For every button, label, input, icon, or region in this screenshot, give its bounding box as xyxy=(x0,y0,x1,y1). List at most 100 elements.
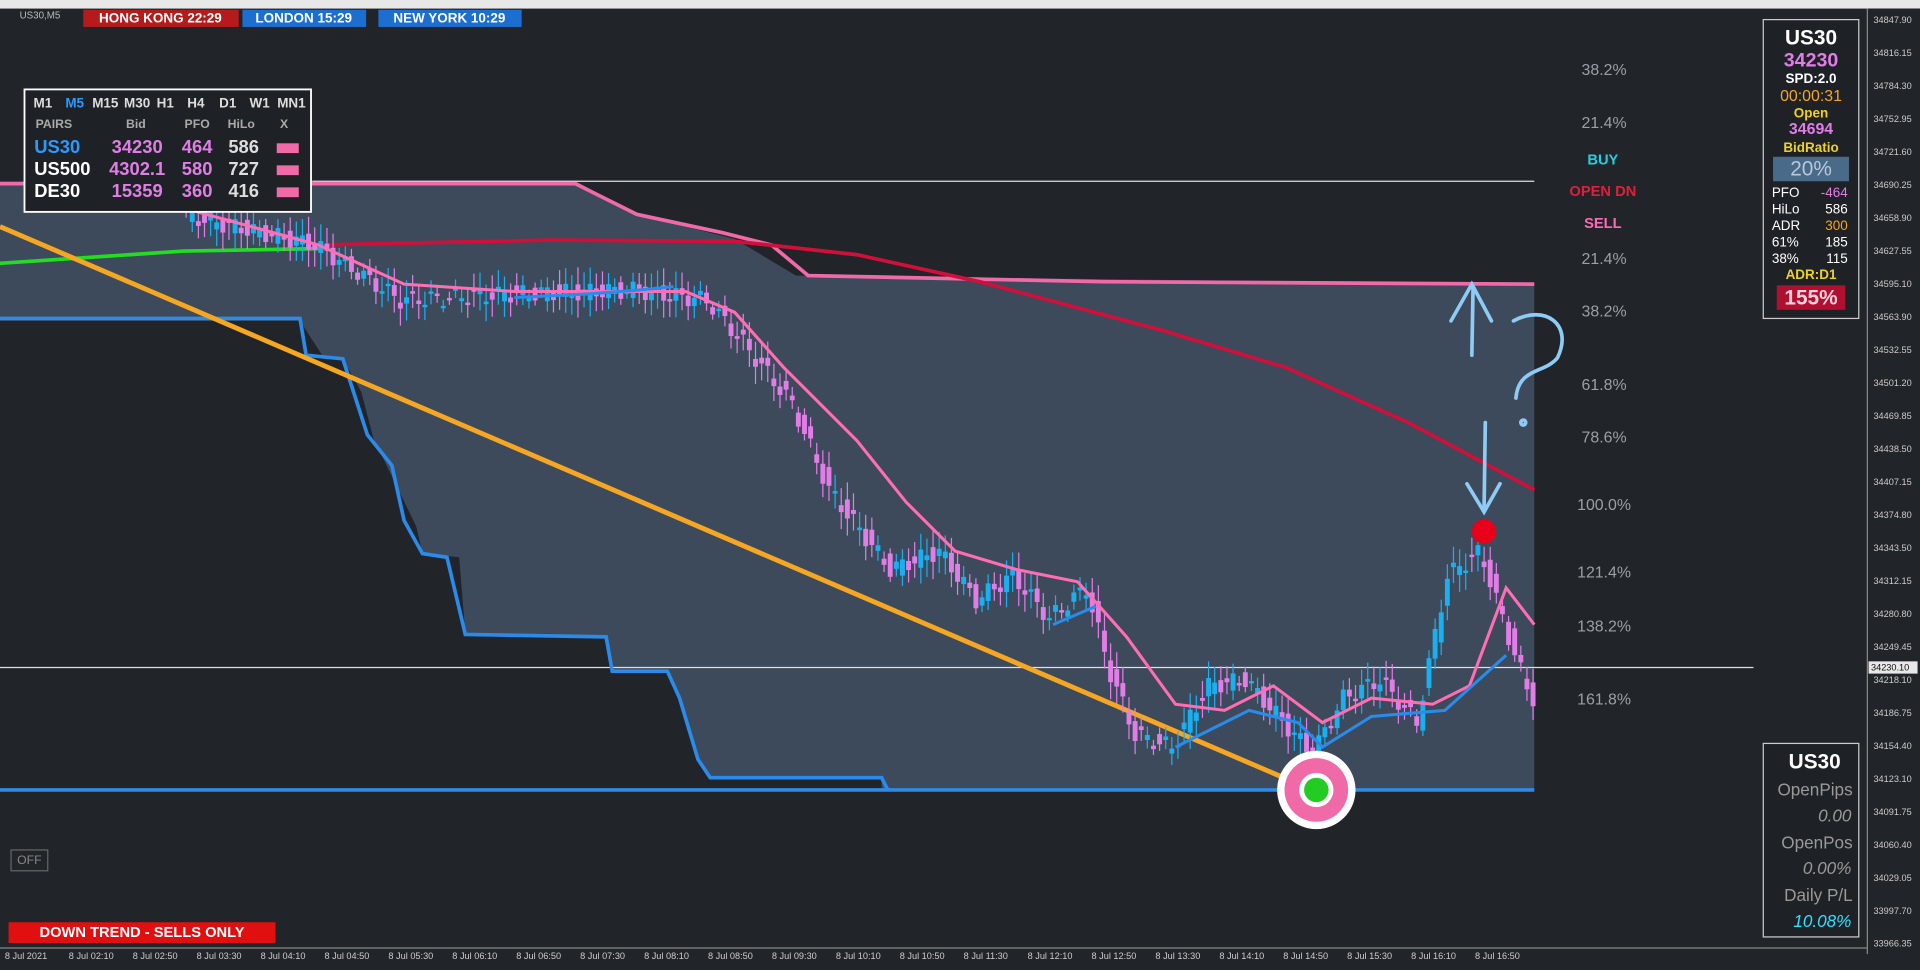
price-axis-label: 34469.85 xyxy=(1873,411,1911,421)
session-bg xyxy=(378,9,522,27)
timeframe-button[interactable]: W1 xyxy=(249,96,270,111)
close-button[interactable] xyxy=(276,143,299,154)
close-button[interactable] xyxy=(276,187,299,198)
price-axis-label: 34407.15 xyxy=(1873,477,1911,487)
candle-body xyxy=(728,323,734,337)
bid-ratio-bg xyxy=(1773,156,1849,182)
candle-body xyxy=(985,583,991,601)
candle-body xyxy=(526,296,532,302)
fib-label: 38.2% xyxy=(1582,62,1627,79)
time-axis-label: 8 Jul 06:50 xyxy=(516,951,561,961)
timeframe-button[interactable]: H1 xyxy=(157,96,175,111)
stat-label: ADR xyxy=(1772,218,1801,233)
candle-body xyxy=(1261,686,1267,708)
candle-body xyxy=(483,301,489,305)
candle-body xyxy=(704,292,709,304)
candle-body xyxy=(1065,610,1071,617)
fib-label: 100.0% xyxy=(1577,497,1631,514)
candle-body xyxy=(1267,697,1273,711)
candle-body xyxy=(869,529,875,546)
candle-body xyxy=(765,357,771,366)
candle-body xyxy=(1126,711,1132,725)
price-axis-label: 34847.90 xyxy=(1873,15,1911,25)
timeframe-button[interactable]: M1 xyxy=(33,96,52,111)
time-axis-label: 8 Jul 13:30 xyxy=(1155,951,1200,961)
candle-body xyxy=(1046,617,1052,621)
pair-cell: 727 xyxy=(228,158,259,179)
stat-value: 586 xyxy=(1825,202,1847,217)
info-bid-ratio-label: BidRatio xyxy=(1783,140,1838,155)
candle-body xyxy=(826,467,832,486)
candle-body xyxy=(1285,713,1291,737)
pairs-panel xyxy=(23,88,312,213)
candle-body xyxy=(1414,716,1420,726)
price-axis-label: 34784.30 xyxy=(1873,81,1911,91)
timeframe-button[interactable]: M5 xyxy=(65,96,84,111)
candle-body xyxy=(1187,709,1193,733)
blue-ma-2 xyxy=(514,285,674,300)
session-clock: NEW YORK 10:29 xyxy=(393,11,505,26)
candle-body xyxy=(691,297,697,307)
candle-body xyxy=(746,338,752,351)
candle-body xyxy=(1236,683,1242,686)
candle-body xyxy=(238,227,244,234)
timeframe-button[interactable]: D1 xyxy=(219,96,237,111)
annotations xyxy=(1449,280,1564,516)
candle-body xyxy=(1034,588,1040,603)
candle-body xyxy=(428,291,434,294)
candle-body xyxy=(936,548,942,557)
candle-body xyxy=(697,290,703,295)
pnl-label: Daily P/L xyxy=(1784,885,1853,905)
candle-body xyxy=(1304,732,1309,752)
candle-body xyxy=(1475,545,1481,556)
close-button[interactable] xyxy=(276,165,299,176)
price-axis-label: 34186.75 xyxy=(1873,708,1911,718)
fib-label: 121.4% xyxy=(1577,564,1631,581)
timeframe-button[interactable]: MN1 xyxy=(277,96,306,111)
candle-body xyxy=(673,288,679,301)
time-axis-label: 8 Jul 14:50 xyxy=(1283,951,1328,961)
candle-body xyxy=(1524,678,1530,690)
candle-body xyxy=(1071,592,1077,602)
candle-body xyxy=(753,358,758,367)
timeframe-button[interactable]: H4 xyxy=(187,96,205,111)
candle-body xyxy=(1402,705,1407,708)
timeframe-button[interactable]: M30 xyxy=(124,96,150,111)
top-strip xyxy=(0,0,1920,9)
fib-label: 21.4% xyxy=(1582,251,1627,268)
off-button-label[interactable]: OFF xyxy=(17,853,41,867)
candle-body xyxy=(1114,669,1120,687)
candle-body xyxy=(355,272,360,280)
candle-body xyxy=(293,236,299,246)
candle-body xyxy=(1255,688,1260,694)
candle-body xyxy=(202,210,207,223)
candle-body xyxy=(832,491,838,494)
price-axis-bg xyxy=(1867,8,1920,955)
time-axis-label: 8 Jul 04:10 xyxy=(261,951,306,961)
price-axis-label: 34438.50 xyxy=(1873,444,1911,454)
price-axis-label: 34627.55 xyxy=(1873,246,1911,256)
candle-body xyxy=(844,499,850,519)
candle-body xyxy=(863,528,869,547)
stat-label: PFO xyxy=(1772,185,1800,200)
candle-body xyxy=(361,270,367,279)
candle-body xyxy=(514,285,520,294)
candle-body xyxy=(685,295,691,307)
price-axis-label: 34029.05 xyxy=(1873,873,1911,883)
timeframe-button[interactable]: M15 xyxy=(92,96,119,111)
time-axis-label: 8 Jul 07:30 xyxy=(580,951,625,961)
column-header: PFO xyxy=(185,117,210,131)
candle-body xyxy=(367,269,373,275)
candle-body xyxy=(244,219,250,236)
off-button[interactable] xyxy=(10,849,49,872)
price-axis-label: 34060.40 xyxy=(1873,840,1911,850)
candle-body xyxy=(820,463,826,484)
candle-body xyxy=(1383,677,1389,680)
fib-label: 161.8% xyxy=(1577,692,1631,709)
candle-body xyxy=(465,302,471,306)
time-axis-label: 8 Jul 02:10 xyxy=(69,951,114,961)
candle-body xyxy=(636,284,642,293)
time-axis-label: 8 Jul 11:30 xyxy=(964,951,1008,961)
time-axis-label: 8 Jul 16:10 xyxy=(1411,951,1456,961)
candle-body xyxy=(808,426,814,439)
